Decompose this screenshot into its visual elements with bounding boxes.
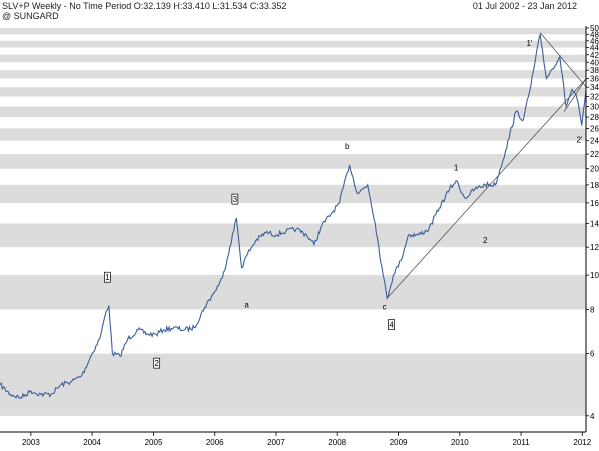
grid-bands xyxy=(0,28,586,416)
y-axis: 4681012141618202224262830323436384042444… xyxy=(585,24,599,432)
wave-label: 3 xyxy=(233,195,238,204)
wave-label-box xyxy=(153,357,161,369)
y-tick-label: 26 xyxy=(590,124,599,133)
y-tick-label: 12 xyxy=(590,243,599,252)
y-tick-label: 44 xyxy=(590,44,599,53)
wave-label: 1' xyxy=(526,39,532,48)
wave-label: c xyxy=(383,302,387,311)
trendline xyxy=(563,78,587,112)
y-tick-label: 14 xyxy=(590,219,599,228)
grid-band xyxy=(0,54,586,63)
y-tick-label: 48 xyxy=(590,30,599,39)
y-tick-label: 40 xyxy=(590,58,599,67)
y-tick-label: 46 xyxy=(590,37,599,46)
chart-source-label: @ SUNGARD xyxy=(2,11,59,21)
x-tick-label: 2003 xyxy=(22,438,40,447)
grid-band xyxy=(0,87,586,97)
y-tick-label: 18 xyxy=(590,181,599,190)
y-tick-label: 24 xyxy=(590,137,599,146)
y-tick-label: 22 xyxy=(590,150,599,159)
wave-label: 2 xyxy=(154,359,159,368)
grid-band xyxy=(0,154,586,169)
wave-label-box xyxy=(231,193,239,205)
trendline xyxy=(539,32,587,88)
wave-label: 2 xyxy=(483,236,488,245)
y-tick-label: 20 xyxy=(590,165,599,174)
x-tick-label: 2007 xyxy=(267,438,285,447)
y-tick-label: 36 xyxy=(590,74,599,83)
wave-label: 1 xyxy=(454,164,459,173)
y-tick-label: 16 xyxy=(590,199,599,208)
chart-header-title: SLV+P Weekly - No Time Period O:32.139 H… xyxy=(2,1,287,11)
y-tick-label: 6 xyxy=(590,350,595,359)
trendline xyxy=(386,78,587,299)
x-tick-label: 2009 xyxy=(390,438,408,447)
x-tick-label: 2006 xyxy=(206,438,224,447)
x-tick-label: 2011 xyxy=(512,438,530,447)
grid-band xyxy=(0,128,586,141)
wave-label-box xyxy=(104,271,111,283)
wave-label-box xyxy=(388,319,395,330)
trendlines xyxy=(386,32,587,299)
y-tick-label: 42 xyxy=(590,51,599,60)
y-tick-label: 28 xyxy=(590,113,599,122)
wave-label: a xyxy=(244,301,249,310)
x-tick-label: 2012 xyxy=(573,438,591,447)
grid-band xyxy=(0,70,586,79)
wave-label: 4 xyxy=(389,321,394,330)
wave-label: 2' xyxy=(576,136,582,145)
grid-band xyxy=(0,184,586,203)
y-tick-label: 32 xyxy=(590,93,599,102)
y-tick-label: 30 xyxy=(590,102,599,111)
x-tick-label: 2005 xyxy=(145,438,163,447)
y-tick-label: 4 xyxy=(590,412,595,421)
grid-band xyxy=(0,353,586,416)
y-tick-label: 10 xyxy=(590,271,599,280)
x-axis: 2003 2004 2005 2006 2007 2008 2009 2010 2011 2012 xyxy=(0,431,592,447)
plot-area xyxy=(0,34,587,400)
chart-date-range: 01 Jul 2002 - 23 Jan 2012 xyxy=(472,1,577,11)
wave-label: 1 xyxy=(105,273,110,282)
price-series-line xyxy=(0,34,587,400)
y-tick-label: 34 xyxy=(590,83,599,92)
x-tick-label: 2010 xyxy=(451,438,469,447)
grid-band xyxy=(0,40,586,48)
wave-label: b xyxy=(345,142,350,151)
y-tick-label: 8 xyxy=(590,305,595,314)
y-tick-label: 50 xyxy=(590,24,599,33)
grid-band xyxy=(0,28,586,35)
y-tick-label: 38 xyxy=(590,66,599,75)
wave-annotations: 1 2 a 3 b c 4 1 2 1' 2' xyxy=(104,39,583,369)
x-tick-label: 2008 xyxy=(328,438,346,447)
grid-band xyxy=(0,223,586,248)
x-tick-label: 2004 xyxy=(83,438,101,447)
grid-band xyxy=(0,106,586,118)
grid-band xyxy=(0,275,586,310)
